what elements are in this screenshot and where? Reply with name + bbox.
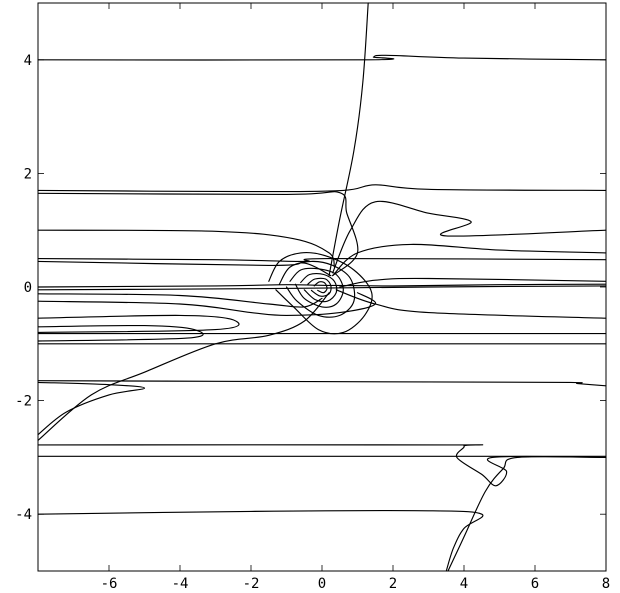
curve-22 (37, 381, 146, 436)
curve-26 (447, 455, 607, 572)
curve-6 (37, 229, 335, 268)
curve-29 (289, 267, 344, 308)
curve-2 (328, 2, 369, 277)
y-tick-label: -4 (15, 507, 32, 523)
curve-16 (37, 314, 240, 333)
y-tick-label: 2 (24, 166, 32, 182)
curve-32 (313, 281, 328, 294)
curve-14 (37, 293, 323, 308)
curve-8 (37, 260, 332, 277)
curve-13 (335, 289, 607, 319)
curve-4 (37, 191, 359, 277)
curve-25 (37, 510, 484, 572)
curve-11 (37, 285, 607, 291)
x-tick-label: 2 (389, 576, 397, 592)
curve-30 (300, 273, 338, 303)
curve-17 (37, 324, 204, 342)
curve-20 (37, 292, 330, 441)
curve-9 (332, 243, 607, 277)
curve-31 (307, 277, 332, 297)
y-tick-label: 0 (24, 280, 32, 296)
curve-28 (278, 260, 356, 318)
tick-labels-layer: -6 -4 -2 0 2 4 6 8 -4 -2 0 2 4 (15, 53, 610, 592)
x-tick-label: -6 (101, 576, 118, 592)
curve-1 (37, 54, 607, 61)
x-tick-label: -4 (172, 576, 189, 592)
curve-15 (37, 292, 377, 316)
curve-21 (37, 380, 607, 387)
x-tick-label: 0 (318, 576, 326, 592)
curve-7 (37, 257, 607, 262)
curve-5 (332, 200, 607, 274)
x-tick-label: 6 (531, 576, 539, 592)
x-tick-label: -2 (243, 576, 260, 592)
curve-3 (37, 184, 607, 193)
curve-12 (339, 277, 607, 288)
curve-10 (37, 283, 607, 288)
curve-23 (37, 444, 607, 487)
y-tick-label: -2 (15, 394, 32, 410)
ticks-layer (38, 3, 607, 571)
y-tick-label: 4 (24, 53, 32, 69)
x-tick-label: 8 (602, 576, 610, 592)
curve-27 (268, 251, 373, 335)
curves-layer (37, 2, 607, 572)
x-tick-label: 4 (460, 576, 468, 592)
